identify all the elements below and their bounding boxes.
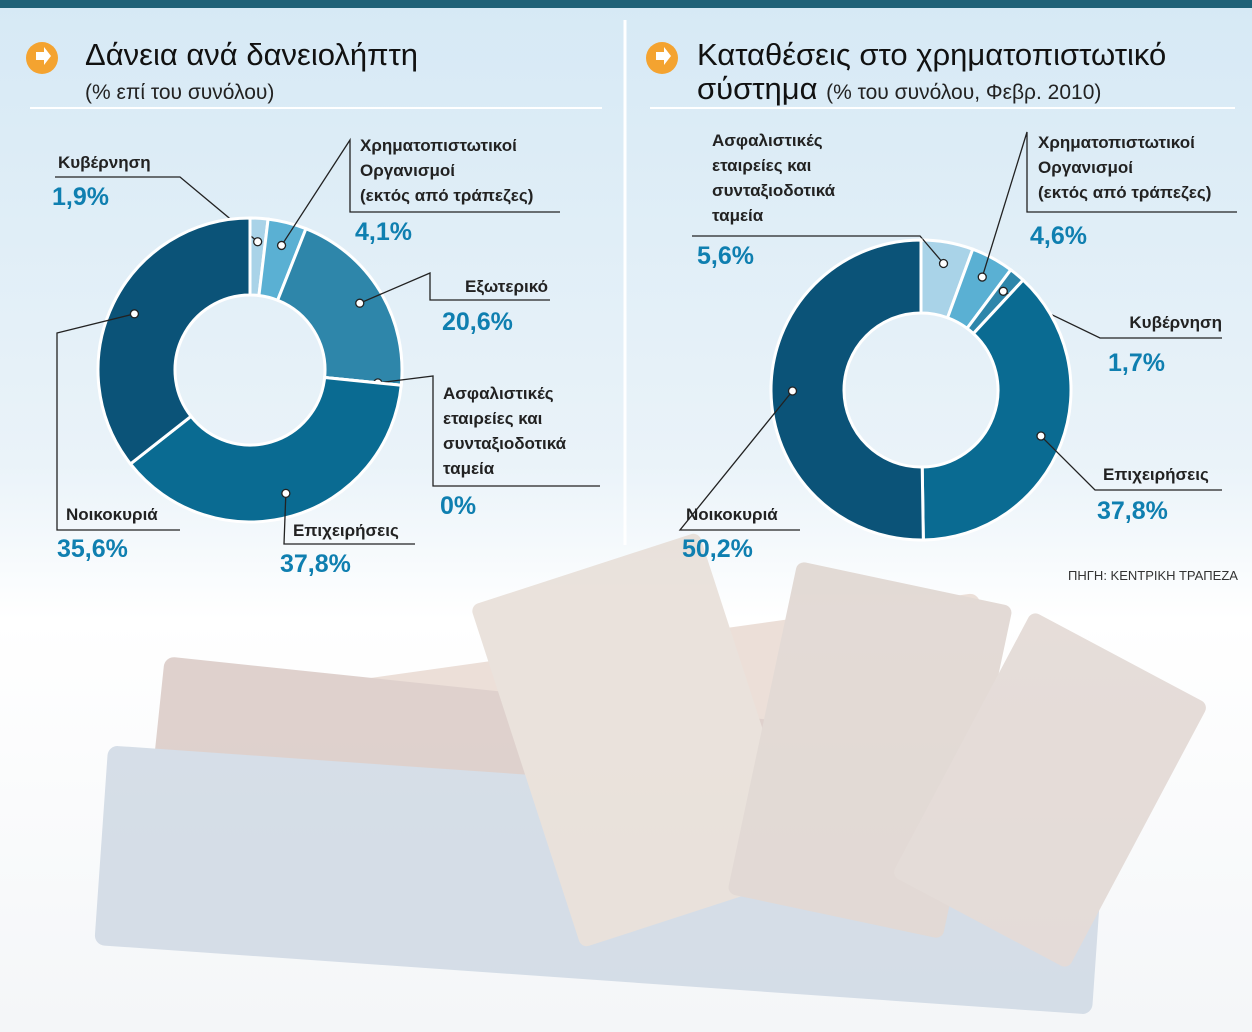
value-label: 1,7%	[1108, 349, 1165, 377]
chart-subtitle: (% του συνόλου, Φεβρ. 2010)	[826, 81, 1102, 104]
value-label: 0%	[440, 492, 477, 520]
slice-label: Ασφαλιστικές εταιρείες και συνταξιοδοτικ…	[712, 131, 836, 225]
chart-title: Καταθέσεις στο χρηματοπιστωτικό σύστημα	[697, 37, 1167, 106]
donut-slice	[128, 375, 403, 524]
leader-dot	[355, 298, 365, 308]
value-label: 4,1%	[355, 218, 412, 246]
donut-slice	[769, 238, 925, 542]
leader-line	[377, 375, 600, 487]
leader-dot	[281, 488, 291, 499]
slice-label: Κυβέρνηση	[58, 153, 151, 172]
leader-line	[981, 131, 1237, 278]
icon	[26, 42, 58, 74]
title-block: Καταθέσεις στο χρηματοπιστωτικό σύστημα …	[697, 38, 1247, 110]
leader-dot	[253, 237, 263, 247]
value-label: 37,8%	[280, 550, 351, 578]
value-label: 37,8%	[1097, 497, 1168, 525]
donut-slice	[275, 226, 404, 387]
value-label: 4,6%	[1030, 222, 1087, 250]
leader-dot	[1036, 431, 1046, 441]
donut-slice	[96, 216, 252, 467]
leader-dot	[276, 240, 287, 251]
donut-slice	[920, 277, 1073, 542]
value-label: 35,6%	[57, 535, 128, 563]
slice-label: Επιχειρήσεις	[293, 521, 399, 540]
leader-line	[56, 313, 180, 531]
leader-dot	[129, 309, 140, 319]
slice-label: Εξωτερικό	[465, 277, 548, 296]
slice-label: Νοικοκυριά	[686, 505, 778, 524]
leader-line	[281, 137, 560, 246]
slice-label: Χρηματοπιστωτικοί Οργανισμοί (εκτός από …	[360, 136, 534, 205]
leader-dot	[938, 258, 949, 269]
value-label: 50,2%	[682, 535, 753, 563]
leader-dot	[998, 286, 1008, 296]
banknotes	[94, 533, 1206, 1014]
slice-label: Κυβέρνηση	[1129, 313, 1222, 332]
top-bar	[0, 0, 1252, 8]
slice-label: Χρηματοπιστωτικοί Οργανισμοί (εκτός από …	[1038, 133, 1212, 202]
leader-line	[1040, 435, 1222, 491]
chart-title: Δάνεια ανά δανειολήπτη	[85, 37, 418, 72]
value-label: 20,6%	[442, 308, 513, 336]
leader-dot	[787, 386, 798, 396]
leader-line	[678, 390, 800, 531]
value-label: 1,9%	[52, 183, 109, 211]
value-label: 5,6%	[697, 242, 754, 270]
chart-subtitle: (% επί του συνόλου)	[85, 81, 275, 104]
source: ΠΗΓΗ: ΚΕΝΤΡΙΚΗ ΤΡΑΠΕΖΑ	[1068, 568, 1238, 583]
slice-label: Ασφαλιστικές εταιρείες και συνταξιοδοτικ…	[443, 384, 567, 478]
leader-line	[692, 235, 945, 264]
title-block: Δάνεια ανά δανειολήπτη (% επί του συνόλου…	[85, 38, 605, 110]
leader-dot	[977, 272, 987, 282]
icon	[646, 42, 678, 74]
leader-line	[359, 272, 550, 304]
leader-line	[283, 493, 415, 545]
slice-label: Νοικοκυριά	[66, 505, 158, 524]
slice-label: Επιχειρήσεις	[1103, 465, 1209, 484]
